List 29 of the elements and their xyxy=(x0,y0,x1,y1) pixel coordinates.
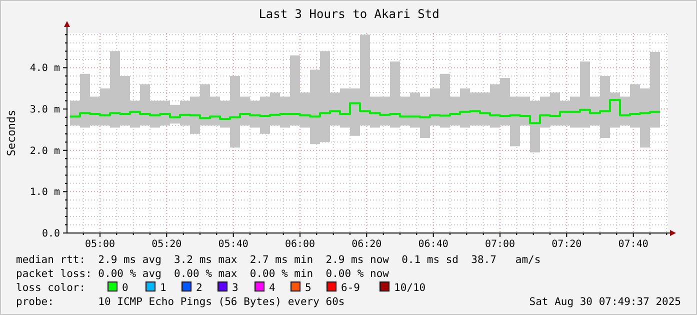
x-tick-label: 07:20 xyxy=(552,239,582,250)
text: 3 xyxy=(232,282,238,294)
x-tick-label: 05:40 xyxy=(218,239,248,250)
text: loss color: xyxy=(16,282,86,294)
x-tick-label: 06:40 xyxy=(418,239,448,250)
text: packet loss: 0.00 % avg 0.00 % max 0.00 % min 0.00 % now xyxy=(16,268,390,280)
x-tick-label: 05:00 xyxy=(84,239,116,250)
text: 10/10 xyxy=(394,282,426,294)
y-tick-label: 0.0 xyxy=(42,228,60,240)
x-tick-label: 07:00 xyxy=(484,239,516,250)
text: probe: 10 ICMP Echo Pings (56 Bytes) every 60s xyxy=(16,296,345,308)
y-tick-label: 3.0 m xyxy=(30,104,60,116)
x-tick-label: 07:40 xyxy=(618,239,648,250)
text: 1 xyxy=(160,282,166,294)
text: 5 xyxy=(305,282,312,294)
y-tick-label: 1.0 m xyxy=(30,187,60,198)
text: median rtt: 2.9 ms avg 3.2 ms max 2.7 ms min 2.9 ms now 0.1 ms sd 38.7 am/s xyxy=(16,254,541,266)
text: 0 xyxy=(122,282,128,294)
text: 4 xyxy=(269,282,276,294)
x-tick-label: 05:20 xyxy=(152,239,182,250)
x-tick-label: 06:00 xyxy=(284,239,316,250)
text: 6-9 xyxy=(341,282,360,294)
x-tick-label: 06:20 xyxy=(352,239,382,250)
y-axis-title: Seconds xyxy=(5,110,18,156)
chart-title: Last 3 Hours to Akari Std xyxy=(258,7,440,21)
y-tick-label: 4.0 m xyxy=(30,63,60,74)
text: Sat Aug 30 07:49:37 2025 xyxy=(529,296,681,308)
y-tick-label: 2.0 m xyxy=(30,146,60,157)
text: 2 xyxy=(196,282,202,294)
